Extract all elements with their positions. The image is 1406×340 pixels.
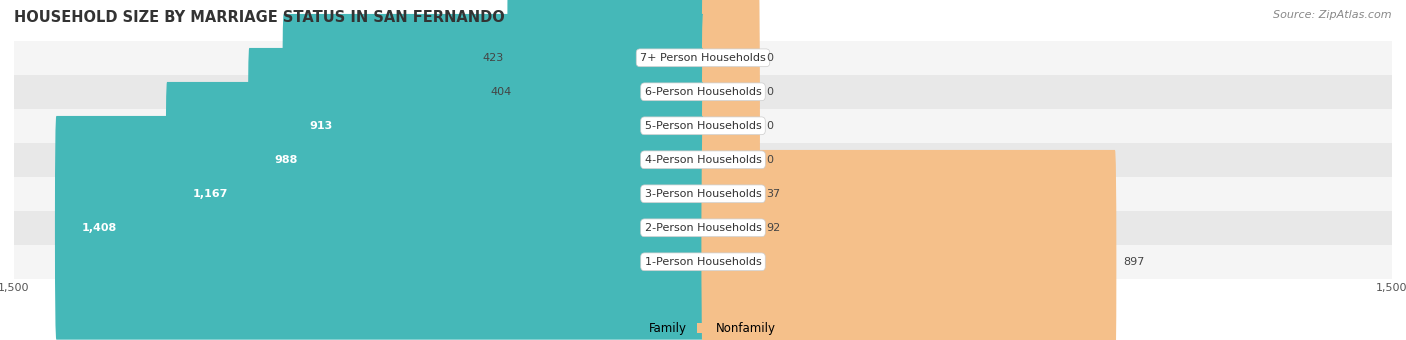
Text: 0: 0 bbox=[766, 155, 773, 165]
Bar bbox=[14, 245, 1392, 279]
FancyBboxPatch shape bbox=[166, 82, 704, 306]
Text: 404: 404 bbox=[491, 87, 512, 97]
FancyBboxPatch shape bbox=[247, 48, 704, 272]
FancyBboxPatch shape bbox=[702, 82, 759, 306]
FancyBboxPatch shape bbox=[702, 116, 759, 340]
Text: 3-Person Households: 3-Person Households bbox=[644, 189, 762, 199]
FancyBboxPatch shape bbox=[508, 0, 704, 170]
Text: 6-Person Households: 6-Person Households bbox=[644, 87, 762, 97]
FancyBboxPatch shape bbox=[702, 0, 759, 170]
Text: 423: 423 bbox=[482, 53, 503, 63]
FancyBboxPatch shape bbox=[702, 48, 759, 272]
Text: 897: 897 bbox=[1123, 257, 1144, 267]
Bar bbox=[14, 75, 1392, 109]
FancyBboxPatch shape bbox=[702, 150, 1116, 340]
Text: 37: 37 bbox=[766, 189, 780, 199]
Text: 1-Person Households: 1-Person Households bbox=[644, 257, 762, 267]
Bar bbox=[14, 177, 1392, 211]
Bar bbox=[14, 143, 1392, 177]
FancyBboxPatch shape bbox=[702, 0, 759, 204]
Text: 5-Person Households: 5-Person Households bbox=[644, 121, 762, 131]
Bar bbox=[14, 41, 1392, 75]
Text: 2-Person Households: 2-Person Households bbox=[644, 223, 762, 233]
Bar bbox=[14, 211, 1392, 245]
Text: 92: 92 bbox=[766, 223, 780, 233]
Text: 4-Person Households: 4-Person Households bbox=[644, 155, 762, 165]
Text: 0: 0 bbox=[766, 53, 773, 63]
Text: 7+ Person Households: 7+ Person Households bbox=[640, 53, 766, 63]
Bar bbox=[14, 109, 1392, 143]
Text: 1,167: 1,167 bbox=[193, 189, 228, 199]
Text: 0: 0 bbox=[766, 121, 773, 131]
FancyBboxPatch shape bbox=[55, 116, 704, 340]
FancyBboxPatch shape bbox=[283, 14, 704, 238]
FancyBboxPatch shape bbox=[516, 0, 704, 204]
FancyBboxPatch shape bbox=[702, 14, 759, 238]
Text: Source: ZipAtlas.com: Source: ZipAtlas.com bbox=[1274, 10, 1392, 20]
Text: 0: 0 bbox=[766, 87, 773, 97]
Legend: Family, Nonfamily: Family, Nonfamily bbox=[626, 317, 780, 340]
Text: 913: 913 bbox=[309, 121, 332, 131]
Text: HOUSEHOLD SIZE BY MARRIAGE STATUS IN SAN FERNANDO: HOUSEHOLD SIZE BY MARRIAGE STATUS IN SAN… bbox=[14, 10, 505, 25]
Text: 1,408: 1,408 bbox=[82, 223, 117, 233]
Text: 988: 988 bbox=[274, 155, 298, 165]
